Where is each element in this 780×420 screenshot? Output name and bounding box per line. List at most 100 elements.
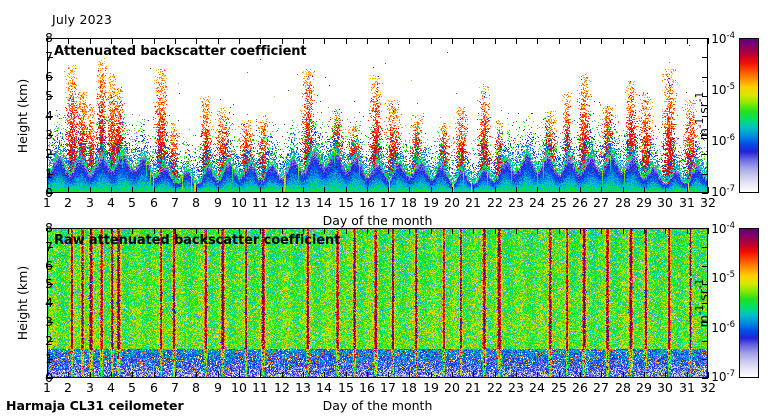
y-tick-mark-right — [702, 96, 708, 97]
colorbar-top[interactable] — [739, 38, 759, 193]
x-tick-label: 4 — [107, 380, 115, 395]
x-tick-label: 2 — [64, 195, 72, 210]
x-tick-mark — [409, 372, 410, 378]
x-tick-mark-top — [90, 228, 91, 234]
y-tick-mark-right — [702, 322, 708, 323]
x-tick-label: 25 — [551, 380, 567, 395]
x-tick-mark — [196, 187, 197, 193]
x-axis-title: Day of the month — [322, 213, 433, 228]
x-tick-mark — [68, 187, 69, 193]
panel-attenuated-backscatter[interactable] — [47, 38, 708, 193]
x-tick-mark — [452, 372, 453, 378]
colorbar-tick-label: 10-5 — [711, 270, 735, 285]
x-tick-mark — [303, 187, 304, 193]
x-tick-mark-top — [537, 38, 538, 44]
x-axis-title: Day of the month — [322, 398, 433, 413]
panel-raw-attenuated-backscatter[interactable] — [47, 228, 708, 378]
panel-title-raw: Raw attenuated backscatter coefficient — [54, 233, 341, 248]
x-tick-label: 26 — [572, 380, 588, 395]
y-tick-label: 4 — [45, 294, 53, 310]
x-tick-label: 4 — [107, 195, 115, 210]
x-tick-mark-top — [218, 228, 219, 234]
x-tick-mark — [239, 187, 240, 193]
x-tick-label: 12 — [274, 195, 290, 210]
x-tick-mark — [346, 372, 347, 378]
x-tick-mark — [708, 187, 709, 193]
x-tick-mark-top — [68, 38, 69, 44]
x-tick-label: 24 — [529, 380, 545, 395]
x-tick-label: 24 — [529, 195, 545, 210]
x-tick-mark-top — [708, 38, 709, 44]
x-tick-mark-top — [409, 38, 410, 44]
x-tick-label: 8 — [192, 195, 200, 210]
x-tick-label: 23 — [508, 195, 524, 210]
x-tick-mark — [708, 372, 709, 378]
y-tick-mark-right — [702, 284, 708, 285]
x-tick-label: 27 — [593, 380, 609, 395]
x-tick-mark-top — [431, 38, 432, 44]
x-tick-mark-top — [708, 228, 709, 234]
x-tick-mark-top — [665, 38, 666, 44]
x-tick-mark — [196, 372, 197, 378]
x-tick-label: 11 — [252, 380, 268, 395]
x-tick-label: 15 — [338, 380, 354, 395]
x-tick-label: 27 — [593, 195, 609, 210]
x-tick-mark — [495, 187, 496, 193]
x-tick-label: 26 — [572, 195, 588, 210]
x-tick-mark — [495, 372, 496, 378]
x-tick-mark-top — [580, 228, 581, 234]
x-tick-mark-top — [367, 228, 368, 234]
x-tick-mark-top — [346, 228, 347, 234]
x-tick-mark-top — [537, 228, 538, 234]
y-tick-mark-right — [702, 116, 708, 117]
x-tick-label: 7 — [171, 195, 179, 210]
x-tick-label: 30 — [657, 380, 673, 395]
x-tick-mark — [687, 187, 688, 193]
x-tick-mark — [409, 187, 410, 193]
x-tick-mark-top — [218, 38, 219, 44]
y-tick-mark — [47, 284, 53, 285]
x-tick-mark — [90, 372, 91, 378]
y-tick-mark — [47, 247, 53, 248]
x-tick-mark — [324, 187, 325, 193]
y-tick-mark — [47, 154, 53, 155]
colorbar-unit-label: m-1 sr-1 — [694, 278, 712, 328]
x-tick-mark — [516, 372, 517, 378]
y-tick-mark — [47, 174, 53, 175]
y-tick-label: 2 — [45, 332, 53, 348]
y-tick-mark — [47, 38, 53, 39]
colorbar-bottom[interactable] — [739, 228, 759, 378]
x-tick-mark — [665, 372, 666, 378]
x-tick-mark-top — [239, 228, 240, 234]
x-tick-label: 14 — [316, 380, 332, 395]
x-tick-mark-top — [452, 38, 453, 44]
x-tick-mark-top — [687, 228, 688, 234]
x-tick-mark — [431, 372, 432, 378]
x-tick-label: 6 — [150, 195, 158, 210]
x-tick-mark-top — [132, 38, 133, 44]
x-tick-mark — [132, 187, 133, 193]
x-tick-mark-top — [644, 228, 645, 234]
x-tick-label: 10 — [231, 380, 247, 395]
x-tick-label: 15 — [338, 195, 354, 210]
y-tick-mark — [47, 135, 53, 136]
x-tick-label: 20 — [444, 380, 460, 395]
x-tick-mark — [175, 187, 176, 193]
x-tick-mark — [282, 372, 283, 378]
x-tick-mark-top — [132, 228, 133, 234]
x-tick-mark-top — [260, 38, 261, 44]
y-tick-mark-right — [702, 266, 708, 267]
x-tick-mark-top — [324, 38, 325, 44]
x-tick-mark-top — [409, 228, 410, 234]
x-tick-label: 9 — [214, 380, 222, 395]
instrument-footer: Harmaja CL31 ceilometer — [6, 398, 184, 413]
x-tick-mark-top — [516, 228, 517, 234]
x-tick-mark — [111, 372, 112, 378]
x-tick-mark-top — [559, 228, 560, 234]
x-tick-label: 28 — [615, 195, 631, 210]
colorbar-unit-label: m-1 sr-1 — [694, 91, 712, 140]
x-tick-mark — [367, 187, 368, 193]
x-tick-mark — [154, 187, 155, 193]
x-tick-label: 29 — [636, 380, 652, 395]
x-tick-mark-top — [47, 38, 48, 44]
